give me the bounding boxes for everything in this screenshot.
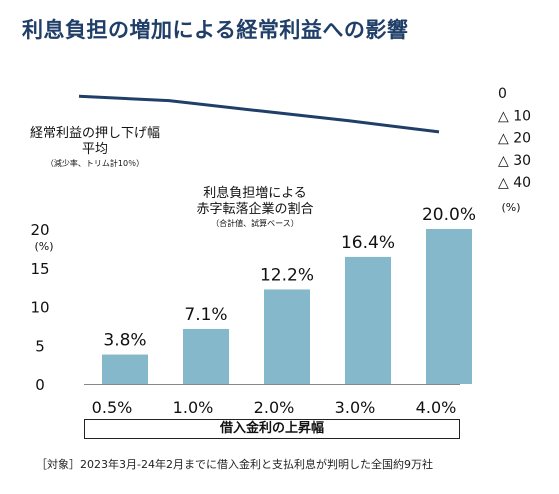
bar-series-label-line1: 利息負担増による [203,186,307,201]
y-unit-left: (%) [34,240,53,253]
bar [183,328,229,384]
chart-title: 利息負担の増加による経常利益への影響 [22,18,409,42]
y-tick-label-right: 0 [498,86,507,102]
y-tick-label-right: △ 30 [498,153,531,169]
bar-series-label-note: （合計値、試算ベース） [211,219,299,228]
bar-value-label: 20.0% [422,205,476,225]
y-tick-label-right: △ 10 [498,108,531,124]
x-tick-label: 3.0% [335,398,376,417]
bar [426,229,472,384]
line-series-label-line1: 経常利益の押し下げ幅 [29,126,160,141]
bar-series-label-line2: 赤字転落企業の割合 [196,202,314,217]
y-tick-label-left: 15 [30,260,49,278]
line-series-label-line2: 平均 [81,142,108,157]
line-series-label: 経常利益の押し下げ幅 平均 （減少率、トリム計10％） [10,126,180,170]
bar [264,289,310,384]
y-unit-right: (%) [501,201,520,214]
bar [345,256,391,384]
x-tick-label: 1.0% [173,398,214,417]
line-series-label-note: （減少率、トリム計10％） [45,159,145,168]
bar-value-label: 16.4% [341,233,395,253]
x-tick-label: 2.0% [254,398,295,417]
bar-value-label: 7.1% [184,305,227,325]
y-tick-label-right: △ 20 [498,131,531,147]
bar-value-label: 12.2% [260,265,314,285]
y-tick-label-left: 0 [35,376,45,394]
footnote: ［対象］2023年3月-24年2月までに借入金利と支払利息が判明した全国約9万社 [36,458,433,471]
y-tick-label-left: 5 [35,337,45,355]
x-axis-title: 借入金利の上昇幅 [84,419,460,439]
bar [102,354,148,384]
bar-series-label: 利息負担増による 赤字転落企業の割合 （合計値、試算ベース） [170,186,340,230]
y-tick-label-left: 10 [30,299,49,317]
y-tick-label-left: 20 [30,221,49,239]
bar-value-label: 3.8% [103,331,146,351]
x-tick-label: 4.0% [416,398,457,417]
y-tick-label-right: △ 40 [498,175,531,191]
x-tick-label: 0.5% [92,398,133,417]
line-series [78,94,440,134]
